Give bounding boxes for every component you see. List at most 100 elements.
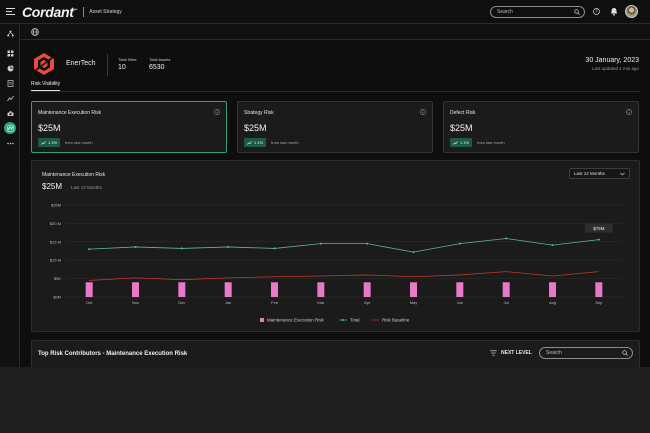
- series-line: [89, 238, 599, 253]
- company-name: EnerTech: [66, 60, 96, 67]
- y-tick-label: $0M: [53, 295, 61, 300]
- series-point: [273, 247, 276, 250]
- header-divider: [107, 54, 108, 76]
- grid-icon[interactable]: [5, 48, 15, 58]
- change-text: from last month: [477, 140, 505, 145]
- brand-logo: Cordant™: [22, 3, 78, 20]
- series-line: [89, 271, 599, 281]
- page-footer-area: [0, 367, 650, 433]
- strategy-icon[interactable]: [4, 122, 16, 134]
- chevron-down-icon: [620, 172, 625, 175]
- contributors-title: Top Risk Contributors - Maintenance Exec…: [38, 351, 188, 357]
- y-tick-label: $15 M: [50, 239, 61, 244]
- legend-swatch: [342, 319, 344, 321]
- search-icon: [574, 9, 580, 15]
- search-icon: [622, 350, 628, 356]
- x-tick-label: Jun: [457, 300, 463, 305]
- contributors-search-input[interactable]: Search: [539, 347, 633, 359]
- line-chart-icon[interactable]: [5, 93, 15, 103]
- series-point: [597, 238, 600, 241]
- risk-chart-card: $0M $5K $15 M $15 M $20 M $25M Oct Nov Dec Jan Feb…: [31, 160, 640, 332]
- last-updated: Last updated 1 min ago: [591, 66, 639, 71]
- change-badge: 1.1%: [38, 138, 61, 147]
- svg-text:?: ?: [595, 9, 597, 14]
- x-tick-label: Nov: [132, 300, 139, 305]
- sidebar: [0, 24, 20, 367]
- bar: [178, 282, 186, 297]
- tooltip-box: [584, 223, 613, 233]
- x-tick-label: Mar: [317, 300, 325, 305]
- x-tick-label: Oct: [86, 300, 93, 305]
- more-icon[interactable]: [5, 138, 15, 148]
- total-assets-stat: Total Assets 6530: [149, 57, 171, 71]
- next-level-button[interactable]: NEXT LEVEL: [490, 350, 532, 356]
- x-tick-label: Dec: [178, 300, 185, 305]
- y-tick-label: $5K: [54, 276, 61, 281]
- trend-up-icon: [41, 140, 46, 145]
- bar: [502, 282, 510, 297]
- report-date: 30 January, 2023: [585, 57, 639, 64]
- bell-icon[interactable]: [610, 7, 618, 16]
- period-select[interactable]: Last 12 Months: [569, 168, 630, 179]
- legend-swatch: [260, 318, 264, 322]
- top-risk-contributors: Top Risk Contributors - Maintenance Exec…: [31, 340, 640, 367]
- info-icon[interactable]: [420, 109, 426, 115]
- card-defect-risk[interactable]: Defect Risk $25M 1.1% from last month: [443, 101, 639, 153]
- card-amount: $25M: [38, 123, 61, 133]
- series-point: [134, 245, 137, 248]
- change-text: from last month: [65, 140, 93, 145]
- x-tick-label: May: [410, 300, 418, 305]
- bar: [363, 282, 371, 297]
- series-point: [366, 242, 369, 245]
- chart-title: Maintenance Execution Risk: [42, 172, 106, 178]
- sub-bar: [20, 24, 650, 40]
- section-title: Asset Strategy: [89, 8, 122, 15]
- info-icon[interactable]: [626, 109, 632, 115]
- card-amount: $25M: [450, 123, 473, 133]
- bar: [549, 282, 556, 297]
- card-maintenance-execution-risk[interactable]: Maintenance Execution Risk $25M 1.1% fro…: [31, 101, 227, 153]
- legend-label: Risk Baseline: [382, 318, 410, 323]
- bar: [456, 282, 464, 297]
- change-badge: 1.1%: [244, 138, 267, 147]
- info-icon[interactable]: [214, 109, 220, 115]
- global-search-input[interactable]: Search: [490, 6, 585, 18]
- trend-up-icon: [453, 140, 458, 145]
- series-point: [551, 244, 554, 247]
- menu-icon[interactable]: [0, 0, 20, 24]
- inspection-icon[interactable]: [5, 108, 15, 118]
- series-point: [412, 251, 415, 254]
- card-amount: $25M: [244, 123, 267, 133]
- series-point: [227, 245, 230, 248]
- legend-label: Total: [350, 318, 360, 323]
- bar: [85, 282, 93, 297]
- y-tick-label: $20 M: [50, 221, 61, 226]
- document-icon[interactable]: [5, 78, 15, 88]
- series-point: [88, 248, 91, 251]
- tooltip-text: $75M: [593, 226, 605, 231]
- tab-risk-visibility[interactable]: Risk Visibility: [31, 81, 61, 91]
- bar: [410, 282, 417, 297]
- filter-icon: [490, 350, 497, 356]
- change-badge: 1.1%: [450, 138, 473, 147]
- bar: [132, 282, 139, 297]
- chart-amount: $25M: [42, 182, 63, 191]
- globe-icon[interactable]: [31, 28, 39, 36]
- bar: [224, 282, 232, 297]
- series-point: [458, 242, 461, 245]
- tab-divider: [31, 91, 640, 92]
- card-strategy-risk[interactable]: Strategy Risk $25M 1.1% from last month: [237, 101, 433, 153]
- main-content: EnerTech Total Sites 10 Total Assets 653…: [20, 40, 650, 367]
- x-tick-label: Jul: [504, 300, 509, 305]
- y-tick-label: $25M: [51, 203, 61, 208]
- hierarchy-icon[interactable]: [5, 28, 15, 38]
- avatar[interactable]: [625, 5, 638, 18]
- pie-chart-icon[interactable]: [5, 63, 15, 73]
- trend-up-icon: [247, 140, 252, 145]
- risk-chart: $0M $5K $15 M $15 M $20 M $25M Oct Nov Dec Jan Feb…: [50, 203, 622, 323]
- x-tick-label: Apr: [364, 300, 371, 305]
- help-icon[interactable]: ?: [593, 8, 600, 15]
- bar: [271, 282, 278, 297]
- y-tick-label: $15 M: [50, 258, 61, 263]
- legend-label: Maintenance Execution Risk: [267, 318, 325, 323]
